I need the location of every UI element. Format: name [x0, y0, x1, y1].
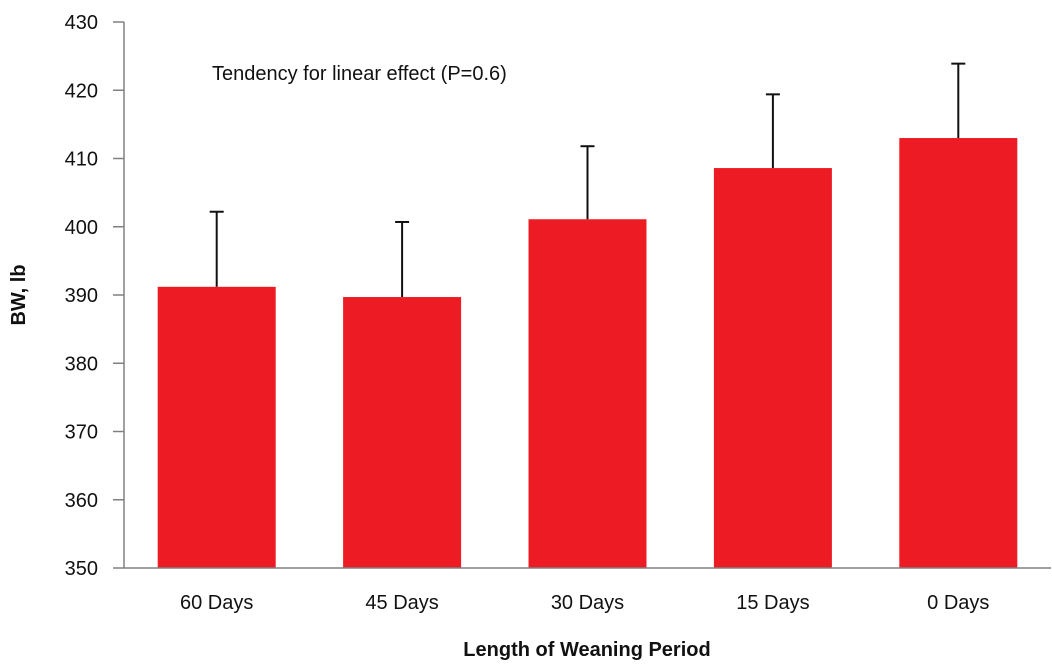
bar [713, 168, 832, 568]
bar [343, 297, 462, 568]
x-labels-layer: 60 Days 45 Days 30 Days 15 Days 0 Days [180, 592, 989, 614]
bar [899, 138, 1018, 568]
y-tick-label: 420 [65, 80, 98, 102]
y-tick-label: 390 [65, 285, 98, 307]
x-category-label: 15 Days [736, 592, 809, 614]
x-axis-title: Length of Weaning Period [463, 639, 710, 661]
y-tick-label: 360 [65, 490, 98, 512]
y-ticks-layer: 350 360 370 380 390 400 410 420 430 [65, 12, 124, 580]
y-tick-label: 410 [65, 149, 98, 171]
x-category-label: 30 Days [551, 592, 624, 614]
x-category-label: 60 Days [180, 592, 253, 614]
y-tick-label: 400 [65, 217, 98, 239]
x-category-label: 0 Days [927, 592, 989, 614]
annotation-text: Tendency for linear effect (P=0.6) [212, 63, 507, 85]
y-tick-label: 350 [65, 558, 98, 580]
x-category-label: 45 Days [365, 592, 438, 614]
bar [528, 219, 647, 568]
y-tick-label: 380 [65, 353, 98, 375]
y-axis-title: BW, lb [8, 264, 30, 325]
bar [157, 286, 276, 568]
y-tick-label: 430 [65, 12, 98, 34]
error-bars-layer [209, 62, 966, 298]
y-tick-label: 370 [65, 422, 98, 444]
bars-layer [157, 138, 1018, 568]
